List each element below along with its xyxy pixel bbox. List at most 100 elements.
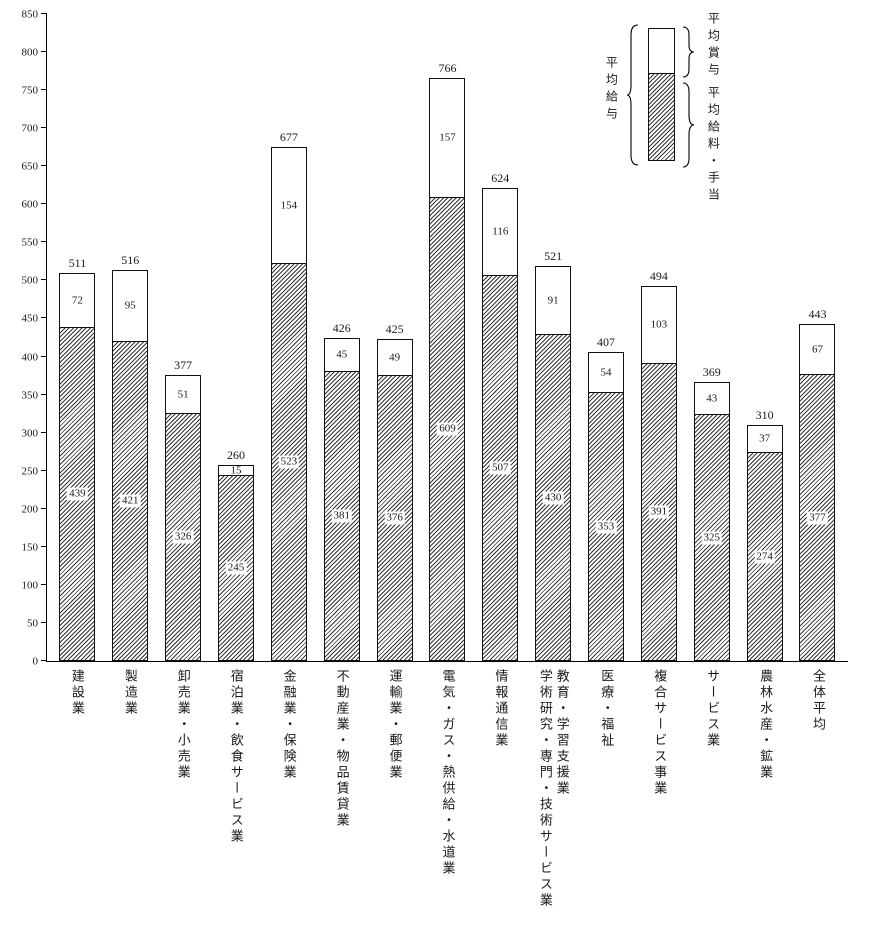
y-tick-mark bbox=[41, 241, 47, 243]
salary-value-label: 377 bbox=[807, 511, 828, 524]
x-label-slot: 農林水産・鉱業 bbox=[738, 669, 791, 909]
bonus-value-label: 116 bbox=[492, 225, 509, 238]
bar-total-label: 624 bbox=[491, 171, 510, 185]
bonus-segment: 103 bbox=[640, 286, 677, 364]
salary-value-label: 523 bbox=[278, 455, 300, 469]
bonus-value-label: 67 bbox=[811, 343, 823, 355]
stacked-bar: 67 377 bbox=[799, 324, 836, 661]
x-axis-category-label: 宿泊業・飲食サービス業 bbox=[228, 669, 244, 845]
bonus-value-label: 37 bbox=[759, 432, 771, 445]
bar-total-label: 425 bbox=[385, 322, 404, 336]
bar-total-label: 407 bbox=[597, 335, 616, 349]
bonus-segment: 45 bbox=[323, 338, 360, 372]
salary-value-label: 326 bbox=[172, 530, 194, 544]
y-tick-mark bbox=[41, 317, 47, 319]
salary-value-label: 507 bbox=[490, 461, 511, 475]
bonus-segment: 72 bbox=[59, 273, 96, 328]
bar-total-label: 677 bbox=[279, 130, 298, 144]
salary-segment: 377 bbox=[799, 374, 836, 661]
x-axis-category-label: 運輸業・郵便業 bbox=[387, 669, 403, 781]
x-label-slot: 複合サービス事業 bbox=[632, 669, 685, 909]
bar-total-label: 443 bbox=[808, 307, 827, 321]
salary-value-label: 439 bbox=[67, 487, 88, 501]
x-axis-category-label: 卸売業・小売業 bbox=[175, 669, 191, 781]
x-axis-category-label: 電気・ガス・熱供給・水道業 bbox=[440, 669, 456, 877]
bonus-value-label: 72 bbox=[71, 294, 83, 306]
x-axis-category-label: 金融業・保険業 bbox=[281, 669, 297, 781]
y-tick-label: 0 bbox=[32, 655, 39, 668]
bar-total-label: 766 bbox=[438, 61, 457, 75]
y-tick-label: 750 bbox=[21, 84, 39, 97]
bar-group: 521 91 430 bbox=[527, 250, 580, 661]
bar-group: 766 157 609 bbox=[421, 62, 474, 661]
bar-total-label: 516 bbox=[121, 253, 140, 267]
salary-value-label: 609 bbox=[437, 422, 458, 436]
bonus-value-label: 45 bbox=[336, 348, 348, 361]
salary-value-label: 274 bbox=[754, 550, 775, 563]
y-tick-mark bbox=[41, 660, 47, 661]
y-tick-label: 700 bbox=[21, 122, 39, 135]
bar-group: 624 116 507 bbox=[474, 172, 527, 661]
y-tick-mark bbox=[41, 203, 47, 205]
y-axis-tick-labels: 0 50 100 150 200 250 300 350 400 450 500 550 600 650 7… bbox=[10, 9, 46, 667]
x-label-slot: 全体平均 bbox=[791, 669, 844, 909]
y-tick-label: 800 bbox=[21, 46, 39, 59]
y-tick-mark bbox=[41, 279, 47, 281]
stacked-bar: 54 353 bbox=[588, 352, 625, 661]
stacked-bar: 45 381 bbox=[323, 338, 360, 661]
bar-total-label: 521 bbox=[544, 249, 563, 263]
salary-segment: 439 bbox=[59, 327, 96, 661]
salary-segment: 326 bbox=[165, 413, 202, 661]
bonus-value-label: 154 bbox=[280, 199, 298, 211]
salary-segment: 421 bbox=[112, 341, 149, 661]
y-tick-mark bbox=[41, 583, 47, 585]
salary-value-label: 391 bbox=[648, 505, 670, 519]
y-tick-mark bbox=[41, 51, 47, 53]
stacked-bar: 154 523 bbox=[270, 147, 307, 661]
x-axis-labels: 建設業 製造業 卸売業・小売業 宿泊業・飲食サービス業 金融業・保険業 不動産業・物品賃貸… bbox=[46, 662, 848, 909]
salary-segment: 430 bbox=[535, 334, 572, 661]
bonus-segment: 51 bbox=[165, 375, 202, 414]
y-tick-mark bbox=[41, 469, 47, 471]
bar-group: 516 95 421 bbox=[104, 254, 157, 661]
bonus-segment: 49 bbox=[376, 339, 413, 376]
salary-segment: 325 bbox=[693, 414, 730, 661]
bar-total-label: 426 bbox=[332, 321, 351, 335]
bar-group: 407 54 353 bbox=[580, 336, 633, 661]
legend-sample-bonus-segment bbox=[648, 28, 675, 74]
x-label-slot: 学術研究・専門・技術サービス業 教育・学習支援業 bbox=[526, 669, 579, 909]
x-axis-category-label: 建設業 bbox=[69, 669, 85, 717]
x-axis-category-label: 複合サービス事業 bbox=[652, 669, 668, 797]
bar-group: 369 43 325 bbox=[685, 366, 738, 661]
salary-segment: 381 bbox=[323, 371, 360, 661]
bonus-segment: 157 bbox=[429, 78, 466, 198]
plot-area: 511 72 439 516 95 421 377 51 326 260 15 245 677 154 52… bbox=[41, 13, 848, 662]
bonus-value-label: 15 bbox=[230, 464, 242, 476]
chart-body: 0 50 100 150 200 250 300 350 400 450 500 550 600 650 7… bbox=[10, 9, 848, 909]
x-axis-category-label: 医療・福祉 bbox=[599, 669, 615, 749]
bar-total-label: 369 bbox=[702, 365, 721, 379]
y-tick-mark bbox=[41, 165, 47, 167]
x-label-slot: 不動産業・物品賃貸業 bbox=[315, 669, 368, 909]
x-label-slot: 電気・ガス・熱供給・水道業 bbox=[421, 669, 474, 909]
bonus-segment: 37 bbox=[746, 425, 783, 453]
salary-segment: 507 bbox=[482, 275, 519, 661]
bonus-segment: 95 bbox=[112, 270, 149, 342]
stacked-bar: 95 421 bbox=[112, 270, 149, 661]
bar-group: 677 154 523 bbox=[262, 131, 315, 661]
y-tick-label: 50 bbox=[27, 617, 38, 630]
bar-group: 511 72 439 bbox=[51, 257, 104, 661]
y-tick-mark bbox=[41, 13, 47, 14]
y-tick-label: 650 bbox=[21, 160, 39, 173]
bonus-value-label: 157 bbox=[439, 131, 456, 144]
y-tick-mark bbox=[41, 545, 47, 547]
y-tick-mark bbox=[41, 355, 47, 357]
legend-salary-label: 平均給料・手当 bbox=[706, 86, 721, 205]
x-axis-category-label: 全体平均 bbox=[811, 669, 827, 733]
x-axis-category-label: 製造業 bbox=[122, 669, 138, 717]
plot-wrapper: 511 72 439 516 95 421 377 51 326 260 15 245 677 154 52… bbox=[41, 13, 848, 909]
x-label-slot: 金融業・保険業 bbox=[262, 669, 315, 909]
right-curly-brace-big-icon bbox=[682, 82, 695, 168]
y-tick-mark bbox=[41, 127, 47, 129]
